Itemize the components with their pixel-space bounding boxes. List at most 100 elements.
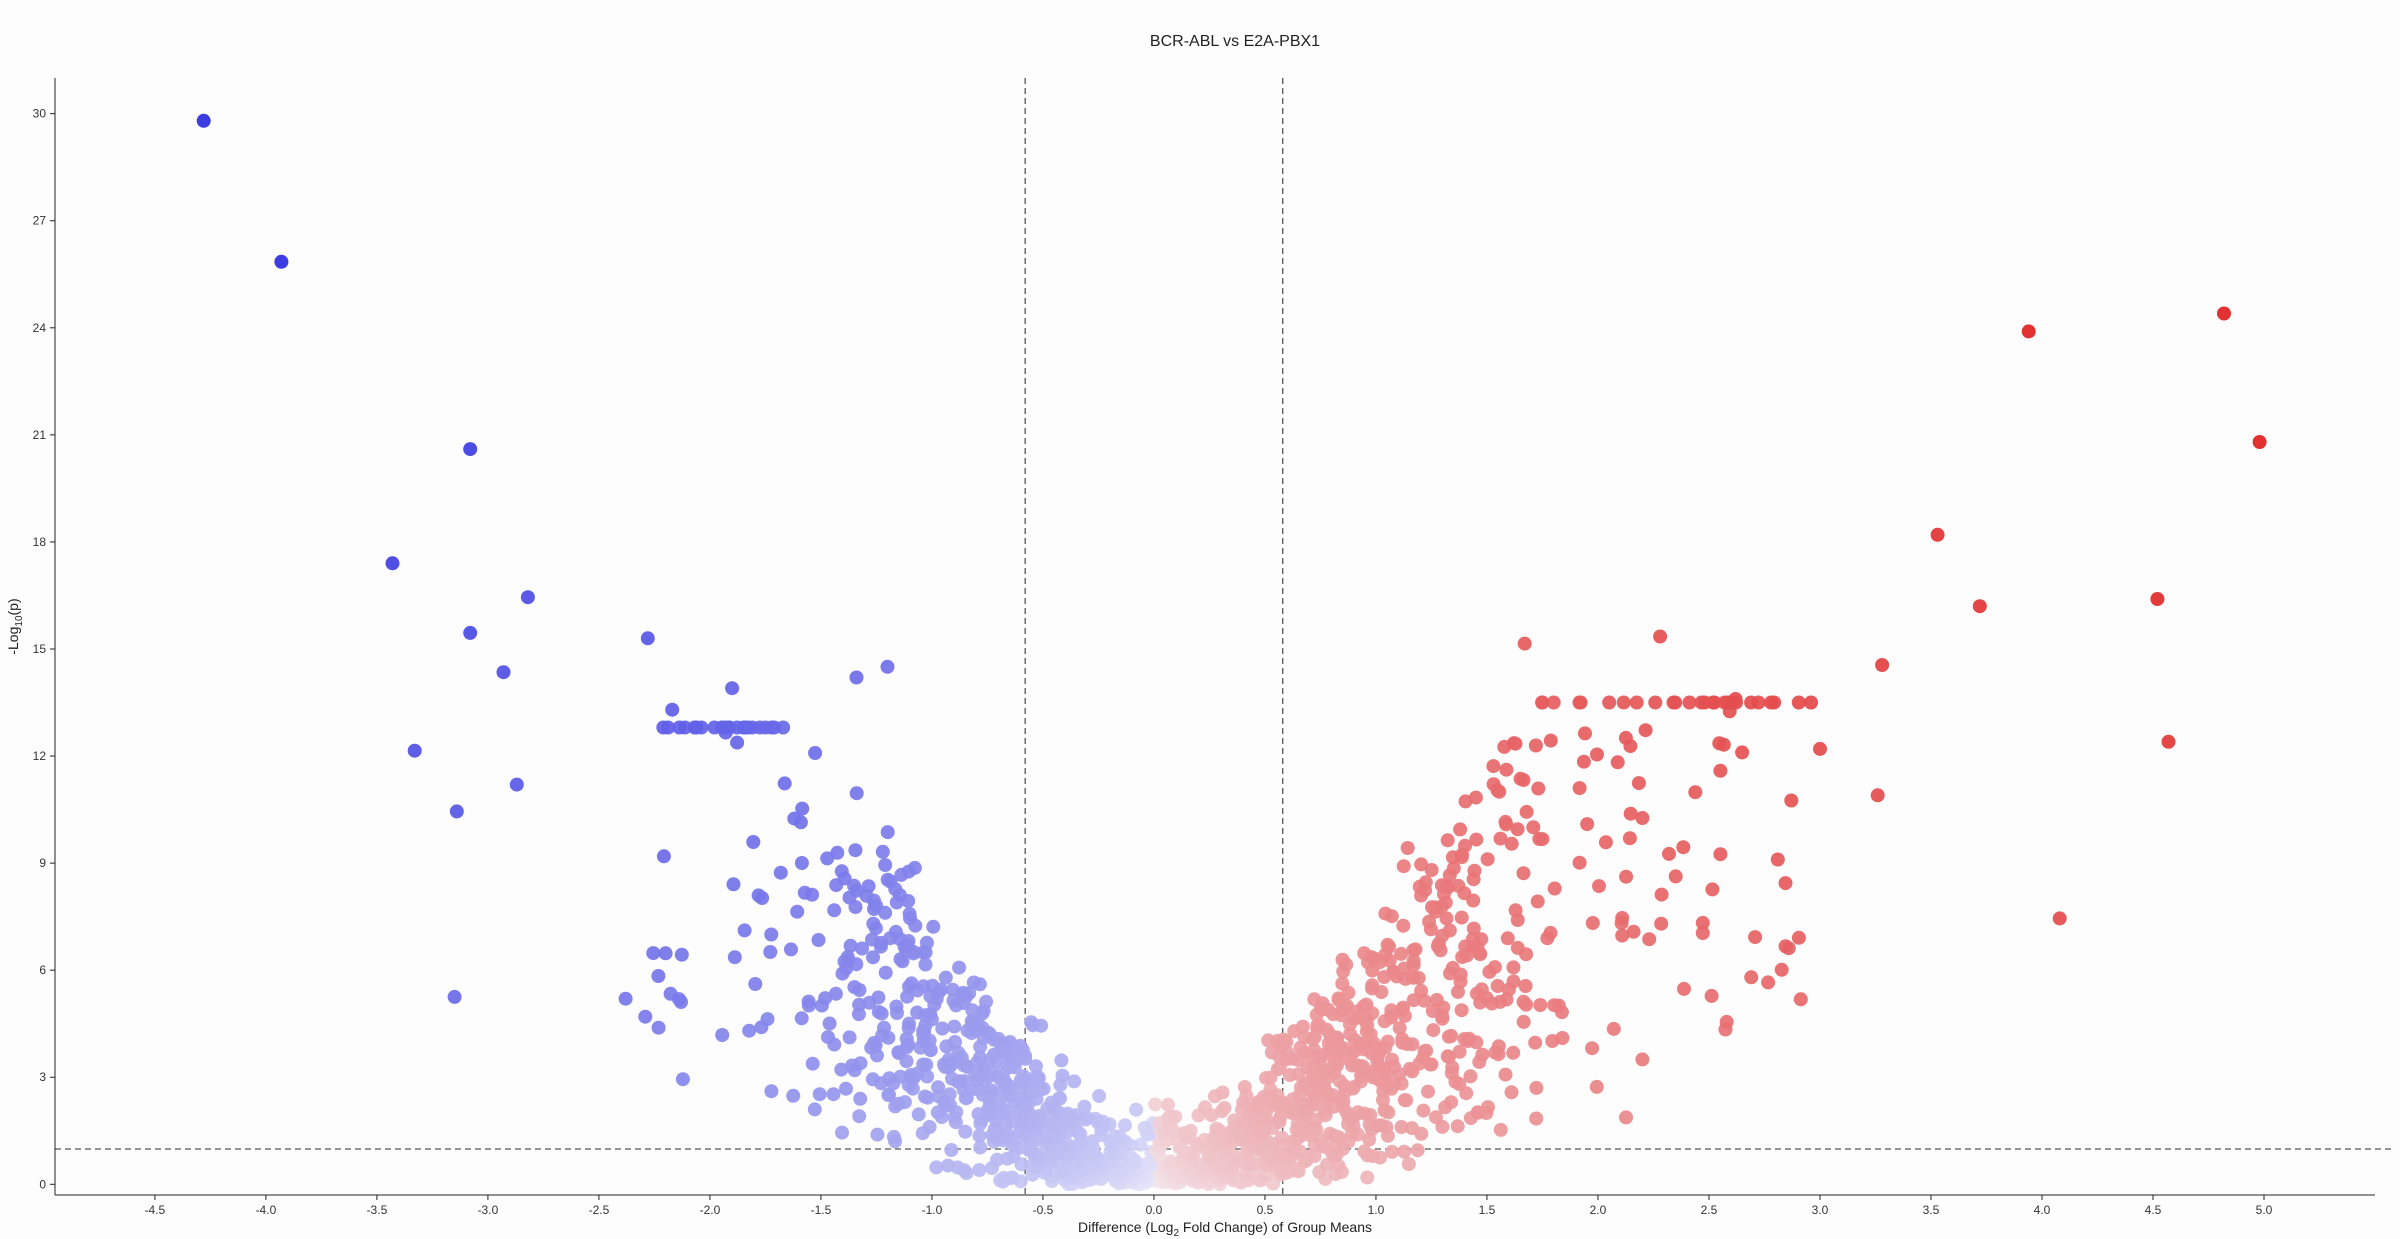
data-point — [987, 1047, 1001, 1062]
data-point — [853, 1091, 868, 1106]
data-point — [748, 977, 763, 991]
data-point — [274, 254, 289, 269]
data-point — [875, 844, 890, 859]
data-point — [889, 999, 904, 1014]
data-point — [1972, 599, 1987, 614]
y-tick-label: 15 — [33, 642, 47, 656]
data-point — [1016, 1069, 1031, 1084]
data-point — [915, 1126, 930, 1141]
data-point — [1414, 857, 1429, 872]
data-point — [1508, 903, 1523, 918]
data-point — [926, 919, 941, 934]
data-point — [855, 941, 870, 956]
data-point — [777, 776, 792, 791]
data-point — [1653, 629, 1668, 644]
y-tick-label: 3 — [39, 1070, 46, 1084]
data-point — [947, 1019, 962, 1034]
data-point — [866, 950, 880, 965]
data-point — [1704, 988, 1719, 1003]
data-point — [1529, 1111, 1544, 1126]
data-point — [1414, 1126, 1429, 1141]
data-point — [1648, 695, 1663, 710]
data-point — [1705, 882, 1720, 897]
data-point — [916, 1057, 931, 1072]
x-tick-label: 3.5 — [1923, 1203, 1940, 1217]
data-point — [1067, 1074, 1082, 1089]
data-point — [834, 1062, 849, 1077]
data-point — [1516, 866, 1531, 881]
data-point — [918, 957, 933, 972]
data-point — [794, 1011, 809, 1026]
data-point — [1270, 1088, 1285, 1103]
y-tick-label: 30 — [33, 107, 47, 121]
data-point — [878, 965, 893, 980]
data-point — [1335, 952, 1350, 967]
y-tick-label: 9 — [39, 856, 46, 870]
threshold-lines — [55, 78, 2395, 1195]
data-point — [1384, 1052, 1399, 1067]
data-point — [784, 942, 798, 957]
data-point — [1335, 976, 1350, 991]
data-point — [1024, 1015, 1039, 1030]
data-point — [972, 1128, 987, 1143]
data-point — [1215, 1085, 1230, 1100]
data-point — [1405, 1037, 1420, 1052]
data-point — [842, 1030, 857, 1045]
data-point — [918, 1089, 932, 1104]
y-axis-label-sub: 10 — [14, 615, 25, 627]
data-point — [946, 993, 961, 1008]
data-point — [942, 1087, 957, 1102]
data-point — [1516, 773, 1531, 787]
data-point — [1055, 1068, 1070, 1083]
data-point — [1707, 695, 1722, 710]
data-point — [888, 924, 903, 939]
data-point — [1406, 953, 1421, 968]
data-point — [899, 1031, 914, 1046]
data-point — [2150, 592, 2165, 606]
data-point — [651, 969, 666, 983]
x-tick-label: -3.0 — [478, 1203, 499, 1217]
data-point — [891, 1045, 906, 1060]
data-point — [463, 442, 478, 457]
x-axis-label-prefix: Difference (Log — [1078, 1219, 1173, 1235]
data-point — [658, 946, 673, 961]
data-point — [839, 1081, 853, 1096]
data-point — [1615, 911, 1630, 925]
data-point — [1585, 1041, 1600, 1056]
data-point — [1475, 1047, 1490, 1062]
data-point — [1728, 692, 1743, 706]
data-point — [1610, 755, 1625, 770]
data-point — [1044, 1095, 1059, 1110]
data-point — [1419, 1043, 1434, 1058]
data-point — [1654, 887, 1669, 902]
data-point — [1444, 1028, 1459, 1043]
data-point — [1695, 926, 1710, 940]
data-point — [1688, 785, 1703, 800]
data-point — [1450, 1119, 1465, 1134]
data-point — [1572, 781, 1587, 796]
data-point — [904, 976, 919, 991]
data-point — [1441, 880, 1456, 895]
data-point — [764, 1084, 779, 1099]
data-point — [688, 720, 702, 735]
y-axis-label-suffix: (p) — [5, 598, 21, 615]
data-point — [1493, 1122, 1508, 1137]
data-point — [938, 970, 953, 985]
x-tick-label: 1.5 — [1479, 1203, 1496, 1217]
data-point — [1452, 1077, 1467, 1091]
data-point — [958, 1124, 973, 1139]
data-point — [1424, 863, 1439, 877]
data-point — [663, 986, 678, 1001]
data-point — [840, 949, 855, 964]
data-point — [1458, 838, 1472, 853]
data-point — [1543, 925, 1558, 940]
data-point — [973, 1050, 987, 1065]
data-point — [805, 1056, 820, 1071]
data-point — [665, 702, 680, 717]
data-point — [990, 1152, 1005, 1167]
data-point — [1279, 1034, 1294, 1049]
x-tick-label: 2.5 — [1701, 1203, 1718, 1217]
data-point — [1463, 1069, 1478, 1084]
data-point — [1517, 636, 1532, 651]
data-point — [1486, 777, 1501, 792]
